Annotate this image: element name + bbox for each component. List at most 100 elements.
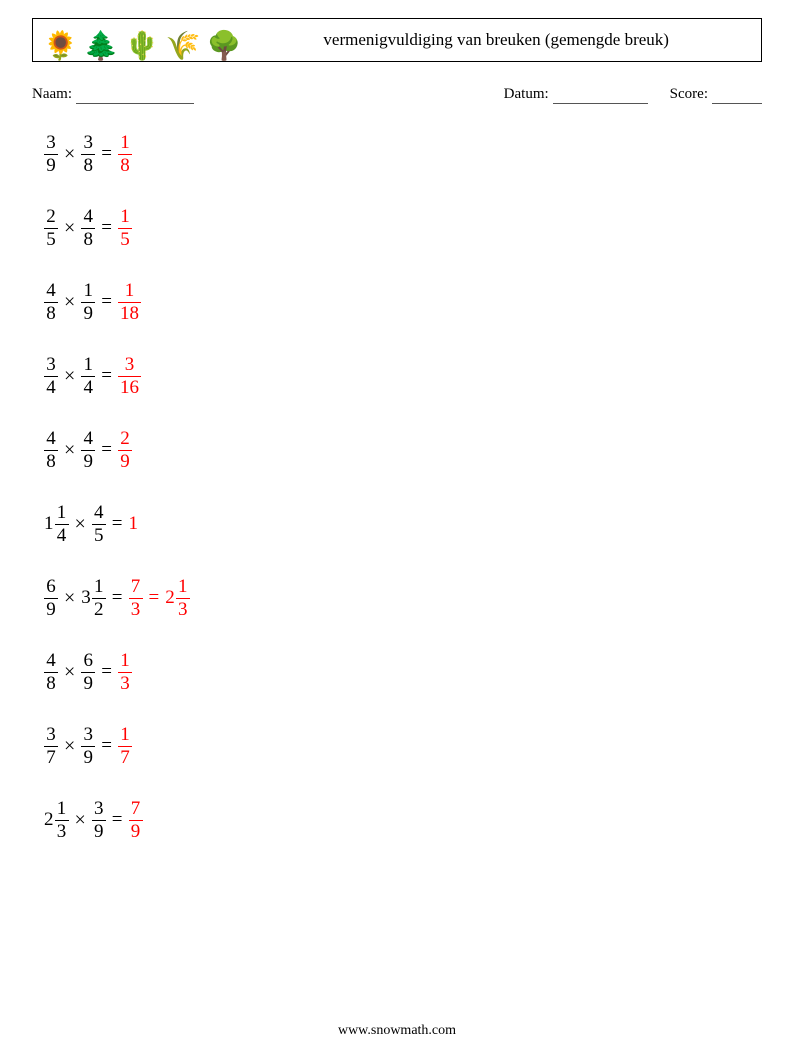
header-icons: 🌻 🌲 🌵 🌾 🌳 [33,19,241,61]
whole-part: 1 [129,513,139,535]
numerator: 1 [118,725,132,745]
numerator: 4 [44,429,58,449]
denominator: 7 [118,748,132,768]
numerator: 6 [44,577,58,597]
problem-term: 114 [44,503,69,546]
denominator: 3 [176,600,190,620]
numerator: 1 [82,281,96,301]
numerator: 4 [92,503,106,523]
answer-term: 15 [118,207,132,250]
fraction: 18 [118,133,132,176]
score-label: Score: [670,86,708,103]
fraction: 39 [92,799,106,842]
equals-op: = [101,661,112,683]
denominator: 9 [44,600,58,620]
fraction: 39 [81,725,95,768]
problem-row: 114×45=1 [44,500,190,548]
problem-term: 48 [81,207,95,250]
fraction: 73 [129,577,143,620]
numerator: 1 [123,281,137,301]
fraction: 39 [44,133,58,176]
fraction: 118 [118,281,141,324]
denominator: 16 [118,378,141,398]
score-blank[interactable] [712,87,762,104]
times-op: × [64,439,75,462]
problem-term: 39 [44,133,58,176]
answer-term: 213 [165,577,190,620]
numerator: 7 [129,577,143,597]
denominator: 2 [92,600,106,620]
denominator: 9 [44,156,58,176]
problem-row: 213×39=79 [44,796,190,844]
fraction: 17 [118,725,132,768]
problem-term: 14 [81,355,95,398]
denominator: 8 [118,156,132,176]
numerator: 3 [92,799,106,819]
numerator: 3 [44,355,58,375]
problem-term: 38 [81,133,95,176]
denominator: 5 [118,230,132,250]
fraction: 45 [92,503,106,546]
answer-term: 1 [129,513,140,535]
times-op: × [64,143,75,166]
problem-row: 25×48=15 [44,204,190,252]
plant-icon: 🌲 [84,33,119,61]
denominator: 9 [82,304,96,324]
denominator: 4 [82,378,96,398]
problem-term: 19 [81,281,95,324]
answer-term: 29 [118,429,132,472]
numerator: 3 [82,725,96,745]
problem-term: 45 [92,503,106,546]
equals-op: = [101,439,112,461]
fraction: 12 [92,577,106,620]
denominator: 8 [44,452,58,472]
whole-part: 2 [44,809,54,831]
numerator: 3 [44,133,58,153]
numerator: 4 [82,207,96,227]
times-op: × [64,217,75,240]
denominator: 8 [82,230,96,250]
numerator: 4 [44,281,58,301]
worksheet-header: 🌻 🌲 🌵 🌾 🌳 vermenigvuldiging van breuken … [32,18,762,62]
answer-term: 73 [129,577,143,620]
answer-term: 79 [129,799,143,842]
problem-row: 37×39=17 [44,722,190,770]
name-blank[interactable] [76,87,194,104]
denominator: 8 [44,304,58,324]
answer-term: 316 [118,355,141,398]
numerator: 1 [118,651,132,671]
numerator: 1 [118,133,132,153]
date-blank[interactable] [553,87,648,104]
equals-op: = [101,291,112,313]
denominator: 9 [82,452,96,472]
fraction: 29 [118,429,132,472]
times-op: × [64,291,75,314]
denominator: 9 [82,674,96,694]
times-op: × [64,661,75,684]
footer-url: www.snowmath.com [0,1023,794,1039]
problem-term: 39 [92,799,106,842]
plant-icon: 🌻 [43,33,78,61]
equals-op: = [101,365,112,387]
fraction: 48 [44,281,58,324]
fraction: 13 [55,799,69,842]
fraction: 15 [118,207,132,250]
plant-icon: 🌳 [207,33,242,61]
whole-part: 1 [44,513,54,535]
denominator: 7 [44,748,58,768]
info-row: Naam: Datum: Score: [32,86,762,103]
fraction: 79 [129,799,143,842]
plant-icon: 🌵 [125,33,160,61]
fraction: 48 [44,429,58,472]
answer-term: 118 [118,281,141,324]
times-op: × [64,365,75,388]
equals-op: = [101,143,112,165]
problem-row: 48×19=118 [44,278,190,326]
equals-op: = [101,735,112,757]
problem-term: 48 [44,281,58,324]
denominator: 3 [118,674,132,694]
problem-term: 25 [44,207,58,250]
problems-list: 39×38=1825×48=1548×19=11834×14=31648×49=… [44,130,190,844]
times-op: × [64,587,75,610]
answer-term: 17 [118,725,132,768]
